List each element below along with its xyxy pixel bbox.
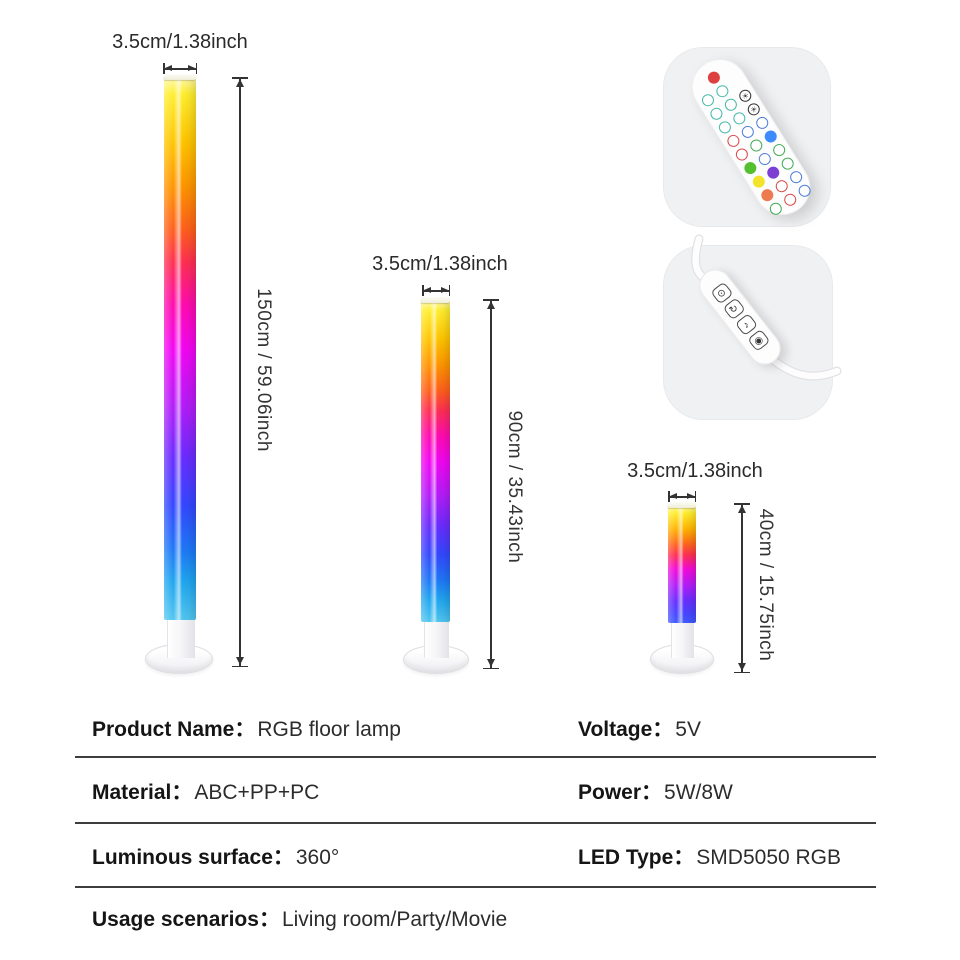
remote-control-photo-card: ☀ ☀ xyxy=(663,47,831,227)
remote-button-icon xyxy=(773,177,790,195)
lamp-150-base xyxy=(145,644,213,674)
remote-button-icon xyxy=(770,141,788,158)
spec-row-usage: Usage scenarios：Living room/Party/Movie xyxy=(0,903,960,933)
lamp-150-width-arrow xyxy=(163,63,197,75)
lamp-90-base xyxy=(403,645,469,674)
remote-button-icon xyxy=(767,200,784,217)
spec-material: Material：ABC+PP+PC xyxy=(92,781,320,804)
remote-button-icon xyxy=(707,105,725,122)
lamp-90-height-dimension-line xyxy=(482,299,500,669)
remote-button-icon xyxy=(762,127,779,145)
remote-button-icon xyxy=(722,96,739,113)
spec-usage-scenarios: Usage scenarios：Living room/Party/Movie xyxy=(92,908,508,931)
spec-product-name: Product Name：RGB floor lamp xyxy=(92,718,401,741)
remote-button-icon xyxy=(747,136,765,154)
remote-button-icon xyxy=(733,145,750,163)
remote-button-icon xyxy=(787,168,805,186)
rgb-remote-control: ☀ ☀ xyxy=(681,48,821,226)
remote-button-icon: ☀ xyxy=(736,87,754,104)
lamp-150-width-label: 3.5cm/1.38inch xyxy=(112,31,248,53)
remote-button-icon xyxy=(779,154,796,172)
remote-button-icon: ☀ xyxy=(745,100,762,118)
remote-button-icon xyxy=(724,132,742,149)
table-divider-2 xyxy=(75,822,876,824)
lamp-40-width-arrow xyxy=(668,491,696,503)
table-divider-1 xyxy=(75,756,876,758)
lamp-40-stem xyxy=(671,620,694,658)
remote-button-icon xyxy=(705,68,722,86)
spec-row-product-voltage: Product Name：RGB floor lamp Voltage：5V xyxy=(0,713,960,743)
remote-button-icon xyxy=(750,172,767,190)
mic-button-icon: ◉ xyxy=(746,329,771,353)
remote-button-icon xyxy=(756,150,773,167)
remote-button-icon xyxy=(713,82,731,100)
lamp-40-height-dimension-line xyxy=(733,503,751,673)
lamp-150-height-dimension-line xyxy=(231,77,249,667)
lamp-150-stem xyxy=(167,617,195,658)
remote-button-icon xyxy=(699,91,716,109)
spec-voltage: Voltage：5V xyxy=(578,718,701,741)
remote-button-icon xyxy=(781,191,799,208)
spec-row-material-power: Material：ABC+PP+PC Power：5W/8W xyxy=(0,776,960,806)
spec-row-luminous-led: Luminous surface：360° LED Type：SMD5050 R… xyxy=(0,841,960,871)
inline-controller-photo-card: ⊙ ↻ ♪ ◉ xyxy=(663,234,842,420)
spec-luminous-surface: Luminous surface：360° xyxy=(92,846,340,869)
lamp-90-width-label: 3.5cm/1.38inch xyxy=(372,253,508,275)
remote-button-icon xyxy=(716,118,733,136)
lamp-90-top-cap xyxy=(420,297,451,303)
remote-button-icon xyxy=(796,182,813,199)
remote-button-icon xyxy=(753,114,771,131)
table-divider-3 xyxy=(75,886,876,888)
lamp-40-light-bar xyxy=(668,506,696,623)
lamp-40-top-cap xyxy=(667,502,697,508)
lamp-150-height-label: 150cm / 59.06inch xyxy=(253,288,274,452)
lamp-150-top-cap xyxy=(163,74,197,80)
lamp-90-stem xyxy=(424,619,449,658)
lamp-40-width-label: 3.5cm/1.38inch xyxy=(627,460,763,482)
lamp-40-height-label: 40cm / 15.75inch xyxy=(755,508,776,662)
spec-led-type: LED Type：SMD5050 RGB xyxy=(578,846,842,869)
remote-button-icon xyxy=(764,163,782,181)
lamp-90-height-label: 90cm / 35.43inch xyxy=(504,410,525,564)
lamp-90-light-bar xyxy=(421,301,450,622)
remote-button-icon xyxy=(739,123,756,140)
spec-power: Power：5W/8W xyxy=(578,781,733,804)
remote-button-icon xyxy=(758,186,776,204)
lamp-90-width-arrow xyxy=(422,285,450,297)
remote-button-icon xyxy=(741,159,759,176)
remote-button-icon xyxy=(730,109,748,127)
lamp-150-light-bar xyxy=(164,78,196,620)
